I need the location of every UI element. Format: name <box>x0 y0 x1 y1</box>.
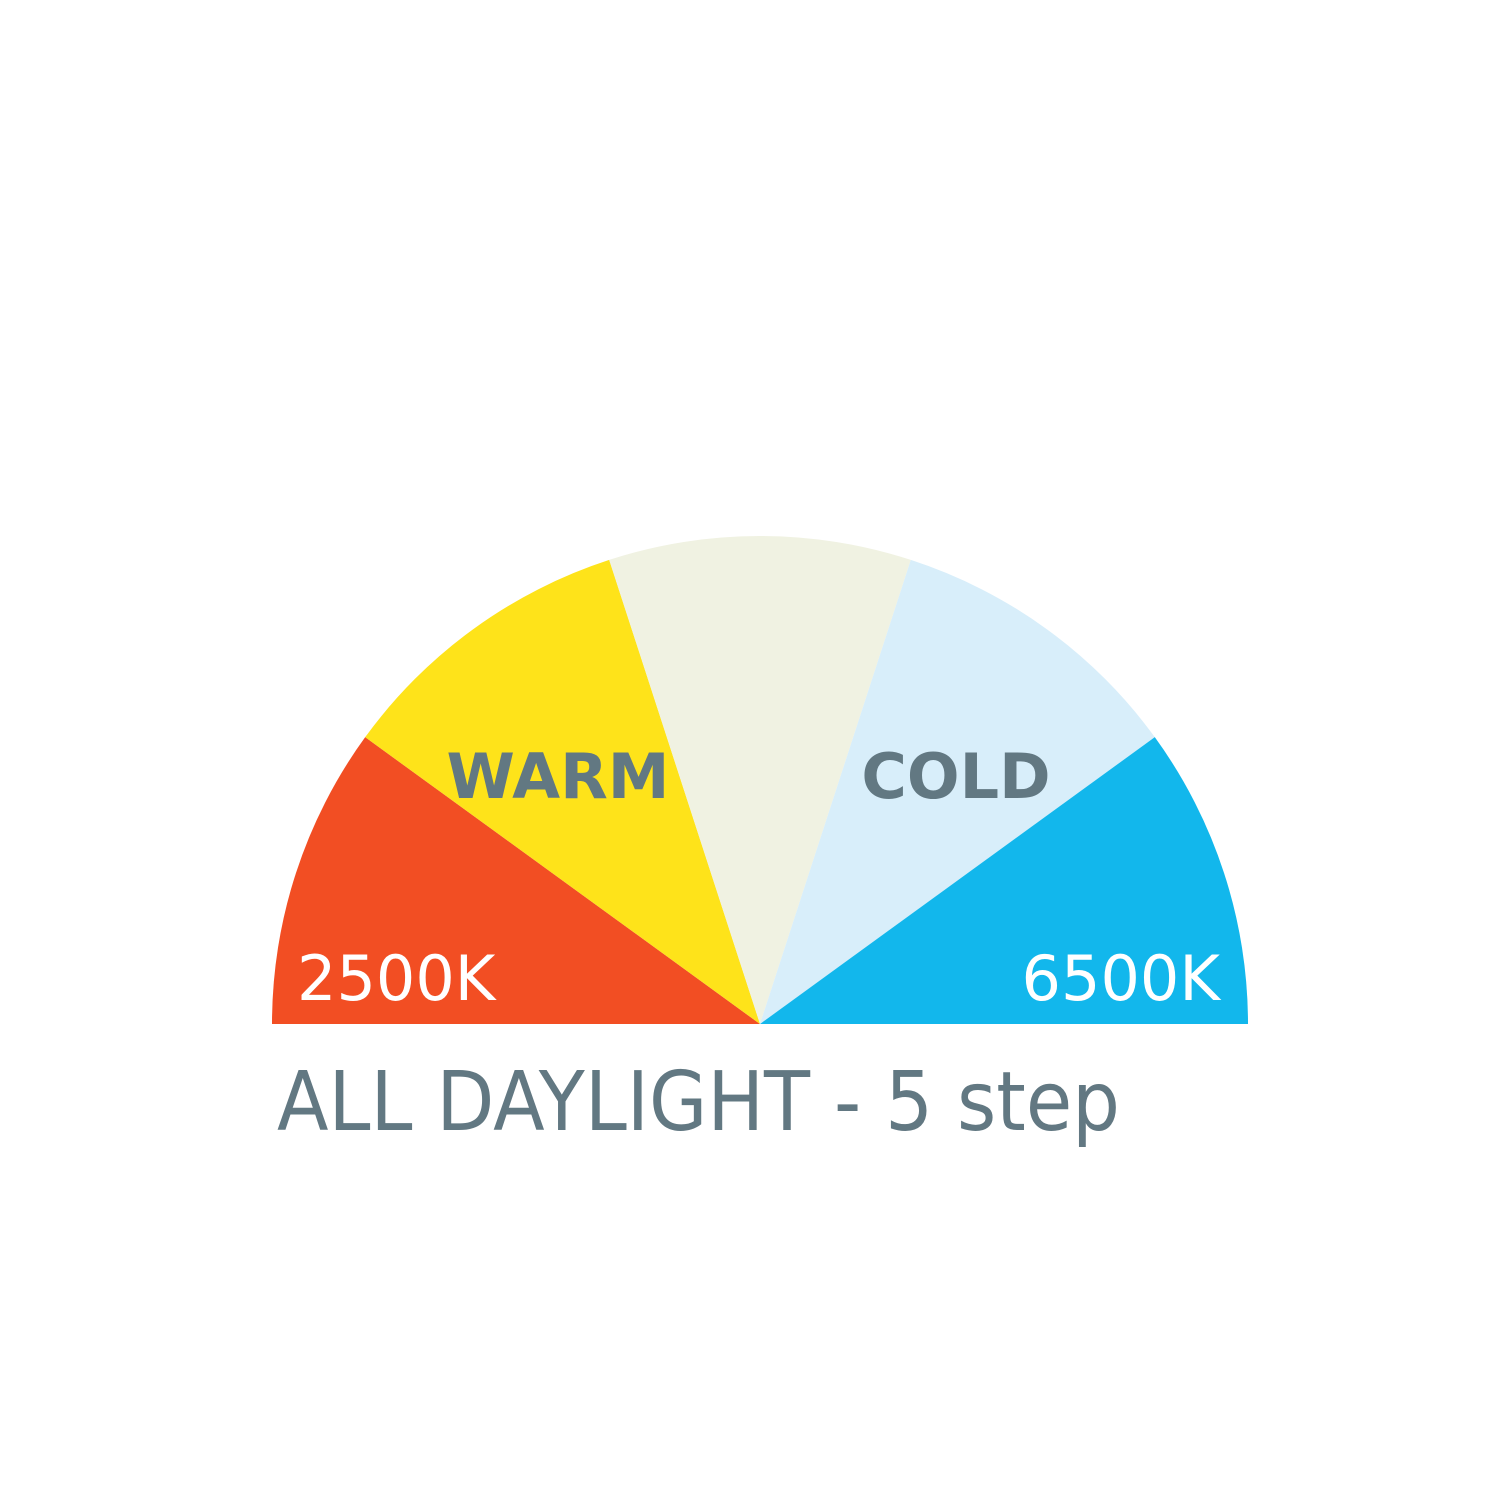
segment-2 <box>365 559 760 1024</box>
max-temperature-label: 6500K <box>1022 942 1222 1015</box>
segment-4 <box>760 559 1155 1024</box>
cold-label: COLD <box>861 740 1050 813</box>
segment-1 <box>272 737 760 1024</box>
segment-3 <box>609 536 911 1024</box>
warm-label: WARM <box>446 740 669 813</box>
min-temperature-label: 2500K <box>297 942 497 1015</box>
segment-5 <box>760 737 1248 1024</box>
diagram-title: ALL DAYLIGHT - 5 step <box>277 1055 1120 1150</box>
